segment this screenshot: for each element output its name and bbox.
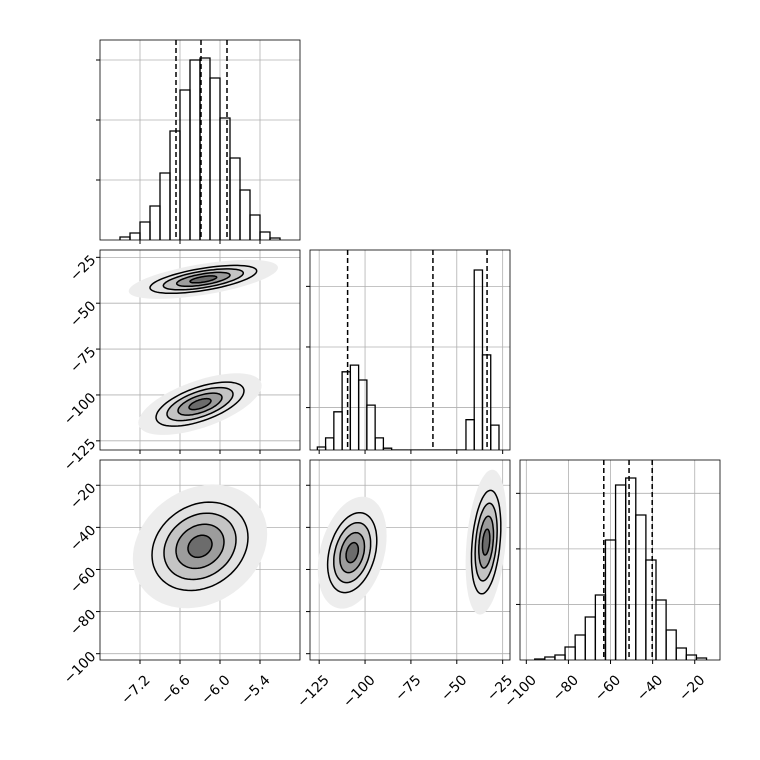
hist-bin [139,221,151,240]
hist-bin [249,214,261,240]
x-tick-label: −80 [550,672,582,704]
hist-bin [259,231,271,240]
density [128,259,278,435]
axes-frame [99,459,301,661]
x-tick-label: −50 [438,672,470,704]
hist-bin [269,237,281,240]
density-fill [346,542,359,563]
contour [175,523,225,570]
axes-frame [519,459,721,661]
hist-bin [169,130,181,240]
hist-bin [129,232,141,240]
x-tick-label: −6.6 [158,672,193,707]
hist-bin [584,616,597,660]
hist-bin [465,419,475,450]
y-tick-label: −60 [67,565,99,597]
hist-bin [209,77,221,240]
density-fill [189,398,211,410]
contour [155,381,245,427]
y-tick-label: −100 [61,390,100,429]
hist-bin [564,646,576,660]
x-tick-label: −20 [676,672,708,704]
axes-frame [309,249,511,451]
x-tick-label: −125 [294,672,333,711]
hist-bin [490,424,500,450]
contour [149,264,258,295]
hist-bin [635,514,647,660]
histogram [534,460,708,660]
contour [188,397,212,411]
hist-bin [239,189,251,240]
hist-bin [382,447,393,450]
hist-bin [149,205,161,240]
contour [326,511,378,594]
x-tick-label: −75 [392,672,424,704]
hist-bin [366,404,376,450]
hist-bin [695,657,708,660]
hist-bin [219,117,231,240]
y-tick-label: −125 [61,436,100,475]
x-tick-label: −7.2 [118,672,153,707]
hist-bin [189,59,201,240]
hist-bin [614,484,627,660]
hist-bin [357,379,368,450]
contour [166,386,234,422]
x-tick-label: −5.4 [238,672,273,707]
contour [345,541,360,564]
hist-bin [333,411,343,450]
x-tick-label: −60 [592,672,624,704]
density-fill [190,275,217,283]
hist-bin [574,634,586,660]
hist-bin [179,89,191,240]
hist-bin [655,599,667,660]
hist-bin [316,446,327,450]
hist-bin [473,269,484,450]
contour [175,271,231,288]
contour [177,392,223,416]
axes-frame [309,459,511,661]
contour [333,521,372,584]
hist-bin [625,477,637,660]
density [132,484,268,609]
contour [478,515,495,569]
hist-bin [119,236,131,240]
contour [163,512,237,581]
x-tick-label: −40 [634,672,666,704]
axes-frame [99,249,301,451]
contour [189,275,218,284]
contour [162,268,245,291]
x-tick-label: −100 [340,672,379,711]
hist-bin [341,371,352,450]
hist-bin [675,647,687,660]
hist-bin [554,654,566,660]
contour [470,489,502,595]
x-tick-label: −6.0 [198,672,233,707]
contour [481,528,491,556]
y-tick-label: −20 [67,480,99,512]
hist-bin [229,157,241,240]
contour [474,502,498,582]
hist-bin [324,437,335,450]
hist-bin [374,437,385,450]
y-tick-label: −25 [67,252,99,284]
contour [187,534,213,559]
hist-bin [159,172,171,240]
y-tick-label: −75 [67,344,99,376]
axes-frame [99,39,301,241]
density-fill [188,535,212,558]
contour [339,531,366,574]
hist-bin [544,656,556,660]
y-tick-label: −100 [61,649,100,688]
hist-bin [645,559,657,660]
hist-bin [665,629,677,660]
y-tick-label: −40 [67,522,99,554]
histogram [316,250,500,450]
histogram [119,40,281,240]
y-tick-label: −50 [67,298,99,330]
y-tick-label: −80 [67,607,99,639]
contour [151,501,249,592]
density [317,469,507,615]
